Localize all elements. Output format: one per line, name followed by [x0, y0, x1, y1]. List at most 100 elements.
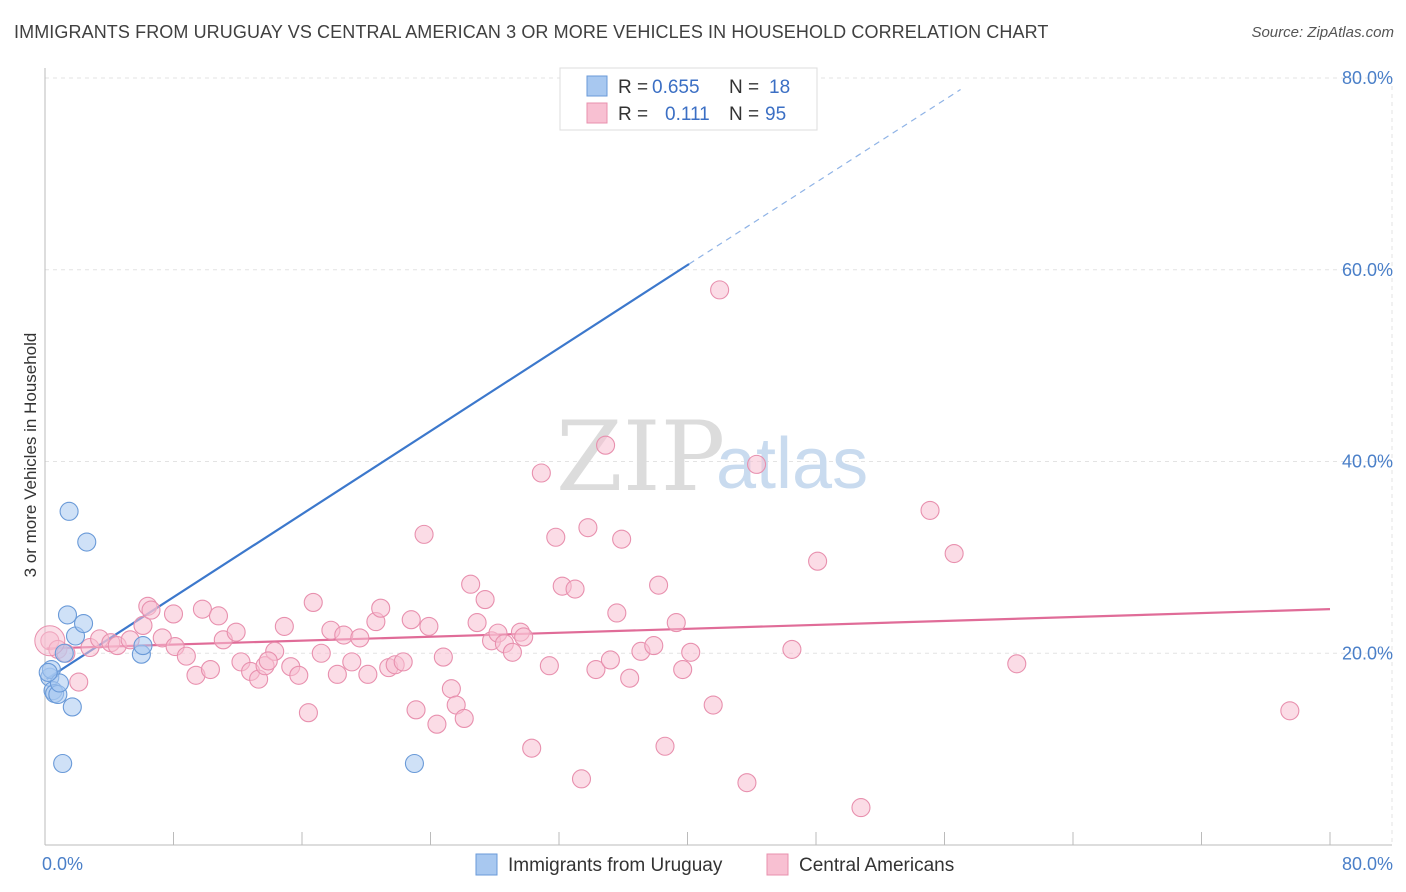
source-label: Source: ZipAtlas.com	[1251, 24, 1394, 41]
series-immigrants-from-uruguay	[38, 501, 424, 774]
legend-r-label-uruguay: R =	[618, 77, 648, 98]
point-1-17	[192, 599, 212, 619]
point-1-64	[539, 656, 559, 676]
point-1-47	[419, 616, 439, 636]
point-1-45	[406, 700, 426, 720]
legend-swatch-uruguay	[586, 75, 608, 97]
point-0-7	[54, 643, 74, 663]
point-1-19	[208, 606, 229, 626]
point-0-9	[59, 501, 79, 521]
point-1-52	[454, 708, 474, 728]
point-1-63	[531, 463, 551, 483]
point-1-75	[620, 668, 640, 688]
point-1-11	[141, 600, 161, 620]
point-1-55	[475, 590, 495, 610]
point-1-49	[433, 647, 453, 667]
point-1-37	[350, 628, 370, 648]
point-1-13	[163, 604, 184, 624]
legend-r-value-central-americans: 0.111	[665, 104, 710, 125]
point-0-15	[133, 636, 153, 656]
point-1-70	[586, 659, 606, 680]
point-1-94	[258, 651, 278, 671]
point-1-30	[298, 703, 318, 723]
point-1-65	[546, 527, 566, 547]
point-0-12	[74, 613, 94, 634]
point-1-88	[808, 551, 828, 571]
point-0-10	[62, 697, 82, 717]
point-1-78	[649, 575, 669, 595]
legend-top: R = 0.655 N = 18 R = 0.111 N = 95	[559, 67, 818, 131]
trend-lines	[46, 89, 1331, 681]
y-tick-label-1: 40.0%	[1342, 452, 1393, 472]
point-1-36	[342, 652, 362, 672]
point-1-32	[311, 643, 331, 663]
point-1-40	[371, 598, 391, 618]
point-1-90	[920, 500, 940, 520]
point-1-82	[681, 642, 701, 662]
point-1-85	[737, 773, 757, 793]
legend-n-label-central-americans: N =	[729, 104, 759, 125]
point-1-79	[655, 736, 675, 756]
point-1-15	[176, 646, 196, 666]
point-1-72	[600, 650, 620, 670]
legend-n-label-uruguay: N =	[729, 77, 759, 98]
point-1-74	[612, 529, 632, 549]
watermark-zip: ZIP	[556, 401, 725, 513]
point-1-31	[303, 592, 323, 612]
point-1-77	[644, 636, 664, 656]
bottom-legend-swatch-uruguay	[475, 853, 498, 876]
point-1-68	[571, 769, 592, 789]
point-1-92	[1007, 654, 1027, 674]
point-1-53	[461, 574, 481, 594]
point-1-93	[1280, 701, 1300, 721]
point-1-84	[710, 280, 730, 300]
y-axis-label: 3 or more Vehicles in Household	[21, 333, 40, 578]
bottom-legend-swatch-central-americans	[766, 853, 789, 876]
legend-n-value-uruguay: 18	[769, 77, 790, 98]
bottom-legend-label-central-americans: Central Americans	[799, 855, 954, 876]
point-1-18	[200, 659, 220, 680]
point-0-13	[77, 532, 97, 552]
legend-bottom: Immigrants from Uruguay Central American…	[475, 853, 954, 876]
point-0-17	[38, 662, 58, 682]
point-1-83	[703, 695, 723, 715]
point-1-29	[289, 665, 309, 685]
point-1-81	[673, 659, 693, 680]
chart-title: IMMIGRANTS FROM URUGUAY VS CENTRAL AMERI…	[14, 22, 1049, 42]
legend-r-label-central-americans: R =	[618, 104, 648, 125]
point-1-44	[401, 610, 421, 630]
tick-labels: 20.0% 40.0% 60.0% 80.0% 0.0% 80.0%	[42, 68, 1393, 874]
point-1-87	[782, 639, 802, 659]
trend-line-extension-0	[688, 89, 961, 265]
legend-n-value-central-americans: 95	[765, 104, 786, 125]
point-1-67	[565, 579, 585, 599]
point-0-16	[404, 753, 424, 774]
y-tick-label-0: 20.0%	[1342, 643, 1393, 663]
point-1-46	[414, 524, 434, 544]
point-1-73	[607, 603, 627, 623]
point-0-6	[53, 753, 73, 774]
point-1-54	[467, 613, 487, 633]
legend-r-value-uruguay: 0.655	[652, 77, 700, 98]
point-1-43	[393, 652, 413, 672]
point-1-34	[327, 664, 347, 684]
x-tick-label-start: 0.0%	[42, 854, 83, 874]
point-1-35	[334, 625, 354, 645]
point-1-71	[596, 435, 616, 455]
point-1-91	[944, 543, 964, 564]
point-1-48	[427, 714, 447, 734]
point-1-3	[69, 672, 89, 692]
point-1-9	[133, 615, 153, 635]
point-1-62	[522, 738, 542, 758]
y-tick-label-3: 80.0%	[1342, 68, 1393, 88]
bottom-legend-label-uruguay: Immigrants from Uruguay	[508, 855, 723, 876]
x-tick-label-end: 80.0%	[1342, 854, 1393, 874]
axes	[44, 68, 1392, 846]
legend-swatch-central-americans	[586, 102, 608, 124]
point-1-89	[851, 798, 871, 818]
trend-line-1	[46, 608, 1331, 650]
point-1-50	[441, 679, 461, 699]
watermark-atlas: atlas	[716, 424, 868, 504]
point-1-61	[514, 627, 534, 647]
point-1-80	[666, 613, 686, 633]
